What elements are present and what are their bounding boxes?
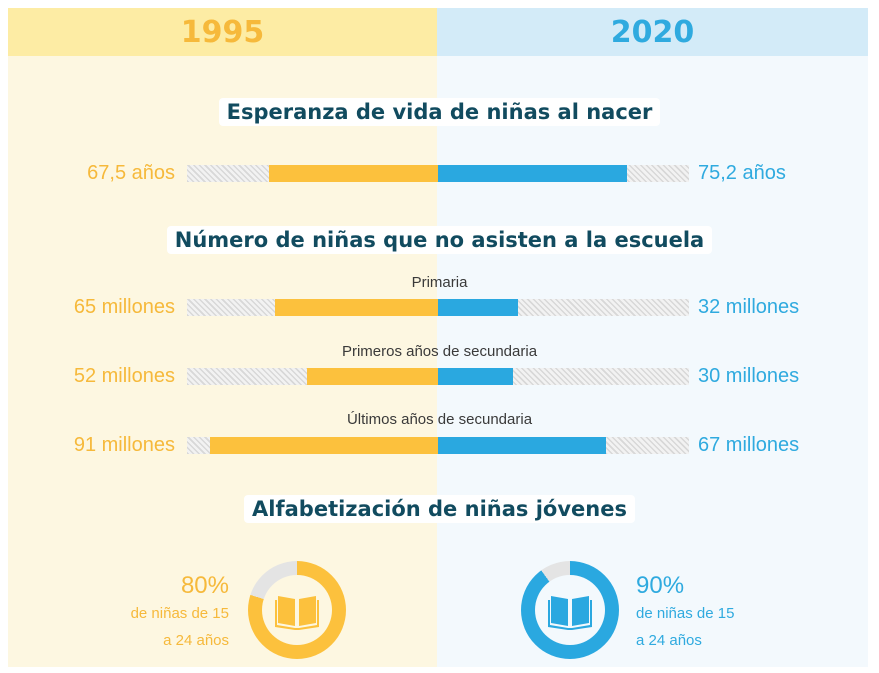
value-1995-primaria: 65 millones	[73, 296, 175, 318]
open-book-icon	[275, 596, 319, 630]
value-2020-ultimos-secundaria: 67 millones	[698, 434, 800, 456]
section-title-life-text: Esperanza de vida de niñas al nacer	[218, 98, 661, 126]
section-title-literacy-text: Alfabetización de niñas jóvenes	[244, 495, 635, 523]
literacy-desc-2020: de niñas de 15 a 24 años	[636, 600, 734, 654]
bar-track-primaria	[187, 299, 689, 316]
header-1995: 1995	[8, 8, 437, 56]
value-1995-primeros-secundaria: 52 millones	[73, 365, 175, 387]
category-label-primeros-secundaria: Primeros años de secundaria	[341, 343, 538, 360]
literacy-donut-1995	[248, 561, 346, 659]
section-title-school: Número de niñas que no asisten a la escu…	[0, 226, 879, 254]
literacy-desc-1995-line1: de niñas de 15	[130, 605, 229, 622]
literacy-pct-1995: 80%	[180, 572, 229, 599]
literacy-donut-2020	[521, 561, 619, 659]
literacy-desc-1995-line2: a 24 años	[163, 632, 229, 649]
bar-track-ultimos-secundaria	[187, 437, 689, 454]
section-title-literacy: Alfabetización de niñas jóvenes	[0, 495, 879, 523]
category-label-primaria: Primaria	[411, 274, 468, 291]
category-label-ultimos-secundaria: Últimos años de secundaria	[346, 411, 533, 428]
value-2020-life: 75,2 años	[698, 162, 786, 184]
literacy-desc-2020-line2: a 24 años	[636, 632, 702, 649]
value-2020-primeros-secundaria: 30 millones	[698, 365, 800, 387]
value-1995-life: 67,5 años	[87, 162, 175, 184]
header-2020: 2020	[437, 8, 868, 56]
value-2020-primaria: 32 millones	[698, 296, 800, 318]
bar-1995-primaria	[275, 299, 438, 316]
open-book-icon	[548, 596, 592, 630]
literacy-pct-2020: 90%	[636, 572, 685, 599]
bar-2020-primaria	[438, 299, 518, 316]
bar-track-primeros-secundaria	[187, 368, 689, 385]
bar-track-life	[187, 165, 689, 182]
value-1995-ultimos-secundaria: 91 millones	[73, 434, 175, 456]
literacy-donut-2020-center	[535, 575, 605, 645]
bar-1995-primeros-secundaria	[307, 368, 438, 385]
literacy-donut-1995-center	[262, 575, 332, 645]
literacy-desc-2020-line1: de niñas de 15	[636, 605, 735, 622]
bar-2020-life	[438, 165, 627, 182]
bar-2020-primeros-secundaria	[438, 368, 513, 385]
section-title-life: Esperanza de vida de niñas al nacer	[0, 98, 879, 126]
section-title-school-text: Número de niñas que no asisten a la escu…	[166, 226, 713, 254]
literacy-desc-1995: de niñas de 15 a 24 años	[131, 600, 229, 654]
bar-1995-ultimos-secundaria	[210, 437, 438, 454]
bar-2020-ultimos-secundaria	[438, 437, 606, 454]
bar-1995-life	[269, 165, 438, 182]
